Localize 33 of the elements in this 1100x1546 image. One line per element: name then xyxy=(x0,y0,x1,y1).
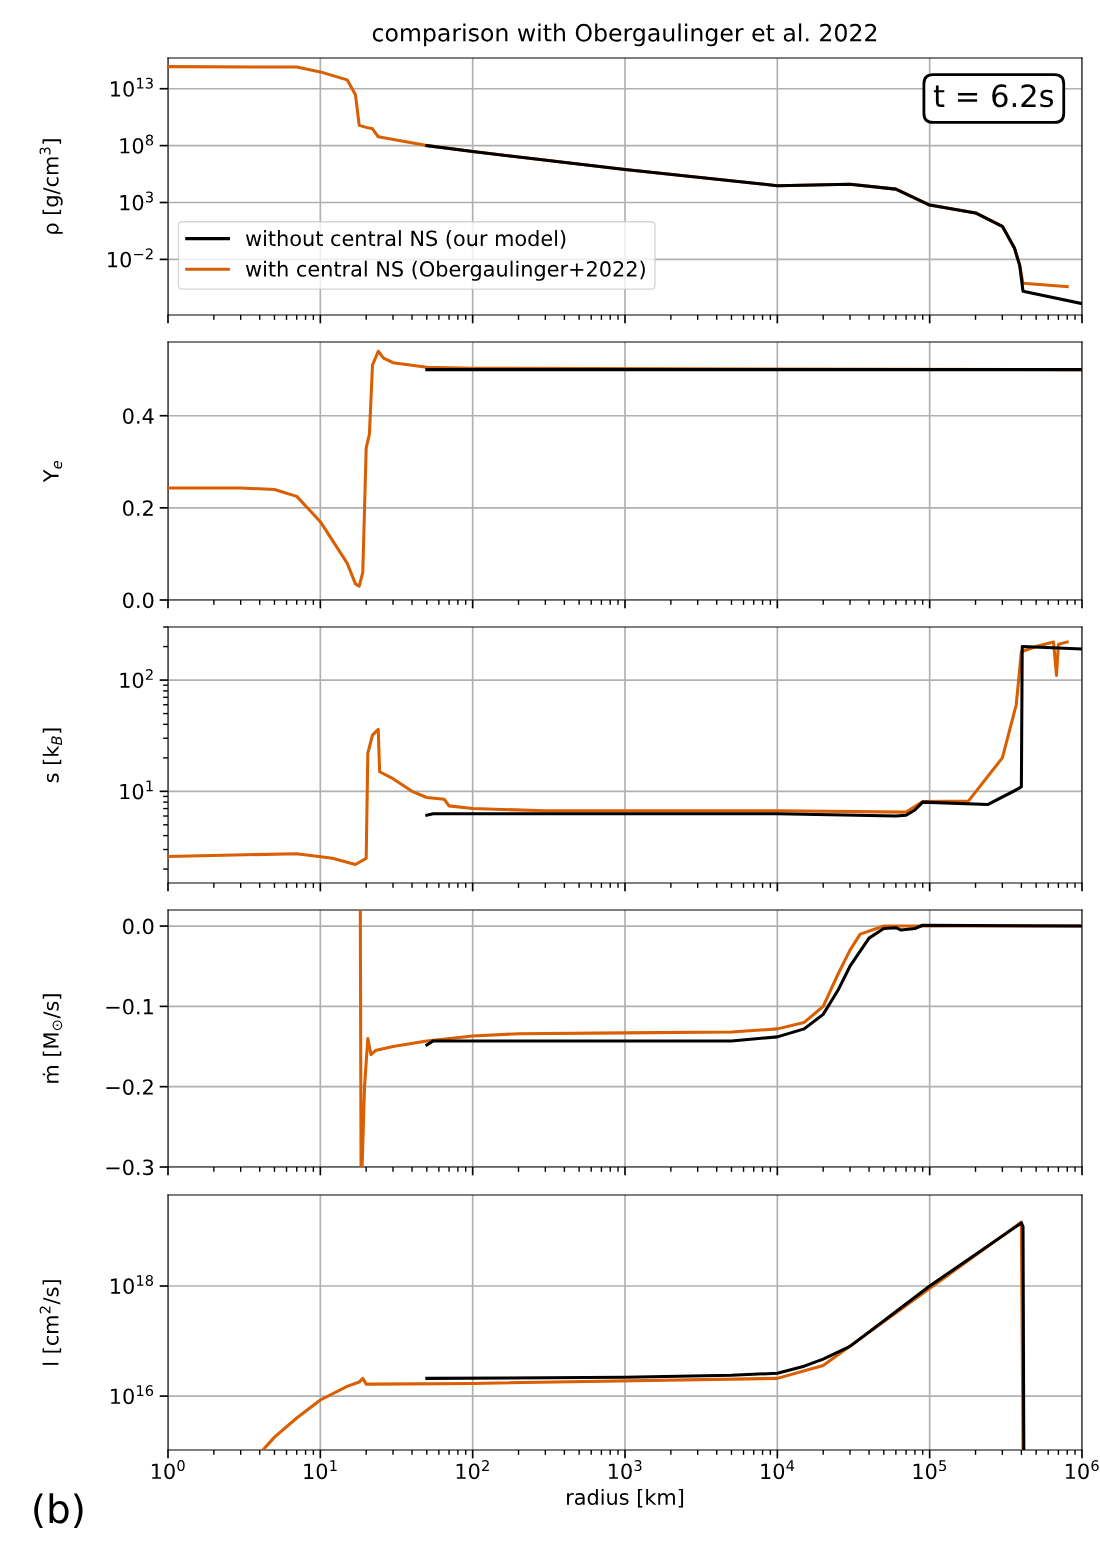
y-tick-label: 10$^{16}$ xyxy=(111,1385,154,1405)
chart-title: comparison with Obergaulinger et al. 2022 xyxy=(372,23,877,47)
y-tick-label: 10$^{−2}$ xyxy=(108,248,153,268)
y-tick-label: 10$^{3}$ xyxy=(120,191,153,211)
legend-label: with central NS (Obergaulinger+2022) xyxy=(245,260,645,281)
x-tick-label: 10$^{3}$ xyxy=(608,1460,642,1480)
text: (b) xyxy=(34,1493,83,1529)
y-axis-title: ṁ [M$_{⊙}$/s] xyxy=(42,994,63,1083)
y-tick-label: 10$^{8}$ xyxy=(120,134,154,154)
y-axis-title: l [cm$^{2}$/s] xyxy=(39,1280,62,1365)
y-tick-label: 0.4 xyxy=(123,408,154,424)
x-axis-title: radius [km] xyxy=(567,1488,684,1508)
y-tick-label: 0.2 xyxy=(123,500,153,517)
annotation: t = 6.2s xyxy=(933,84,1054,108)
x-tick-label: 10$^{2}$ xyxy=(456,1460,489,1480)
y-tick-label: 0.0 xyxy=(123,592,154,609)
x-tick-label: 10$^{6}$ xyxy=(1065,1460,1099,1480)
x-tick-label: 10$^{0}$ xyxy=(151,1460,185,1480)
y-tick-label: −0.3 xyxy=(106,1159,154,1176)
y-axis-title: s [k$_{B}$] xyxy=(42,728,62,783)
legend-label: without central NS (our model) xyxy=(245,230,566,249)
y-tick-label: 0.0 xyxy=(123,918,154,935)
y-axis-title: ρ [g/cm$^{3}$] xyxy=(39,139,63,234)
y-axis-title: Y$_{e}$ xyxy=(43,461,63,483)
y-tick-label: −0.2 xyxy=(106,1079,153,1095)
y-tick-label: 10$^{1}$ xyxy=(120,780,153,800)
x-tick-label: 10$^{4}$ xyxy=(761,1460,795,1480)
y-tick-label: 10$^{13}$ xyxy=(111,77,153,97)
y-tick-label: 10$^{18}$ xyxy=(111,1274,154,1295)
x-tick-label: 10$^{1}$ xyxy=(304,1460,337,1480)
y-tick-label: −0.1 xyxy=(106,998,153,1015)
y-tick-label: 10$^{2}$ xyxy=(120,669,153,689)
x-tick-label: 10$^{5}$ xyxy=(913,1460,947,1480)
